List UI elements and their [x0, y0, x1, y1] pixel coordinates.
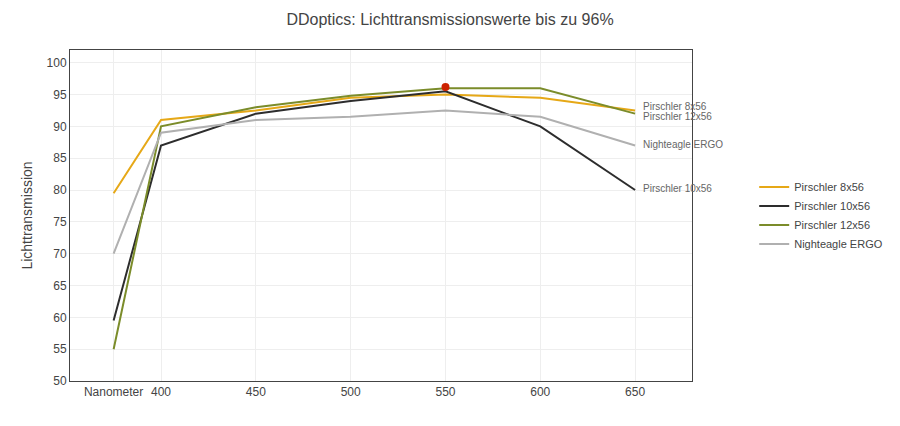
svg-text:Nanometer: Nanometer	[84, 385, 143, 399]
svg-text:400: 400	[151, 385, 171, 399]
svg-text:450: 450	[246, 385, 266, 399]
svg-text:Pirschler 12x56: Pirschler 12x56	[794, 219, 870, 231]
svg-text:Nighteagle ERGO: Nighteagle ERGO	[643, 139, 723, 150]
svg-text:Pirschler 8x56: Pirschler 8x56	[643, 101, 707, 112]
svg-text:70: 70	[53, 247, 67, 261]
svg-text:95: 95	[53, 88, 67, 102]
svg-text:90: 90	[53, 120, 67, 134]
svg-text:Pirschler 10x56: Pirschler 10x56	[794, 200, 870, 212]
svg-text:Pirschler 10x56: Pirschler 10x56	[643, 183, 712, 194]
svg-text:600: 600	[530, 385, 550, 399]
svg-text:Pirschler 8x56: Pirschler 8x56	[794, 181, 864, 193]
svg-text:65: 65	[53, 279, 67, 293]
svg-text:650: 650	[625, 385, 645, 399]
svg-text:55: 55	[53, 342, 67, 356]
svg-text:Pirschler 12x56: Pirschler 12x56	[643, 111, 712, 122]
svg-text:100: 100	[47, 56, 67, 70]
svg-text:Nighteagle ERGO: Nighteagle ERGO	[794, 238, 882, 250]
svg-text:85: 85	[53, 151, 67, 165]
svg-text:80: 80	[53, 183, 67, 197]
svg-text:Lichttransmission: Lichttransmission	[19, 161, 35, 269]
svg-text:75: 75	[53, 215, 67, 229]
svg-text:DDoptics: Lichttransmissionswe: DDoptics: Lichttransmissionswerte bis zu…	[286, 11, 613, 28]
svg-text:550: 550	[435, 385, 455, 399]
svg-text:500: 500	[341, 385, 361, 399]
svg-text:50: 50	[53, 374, 67, 388]
svg-text:60: 60	[53, 311, 67, 325]
